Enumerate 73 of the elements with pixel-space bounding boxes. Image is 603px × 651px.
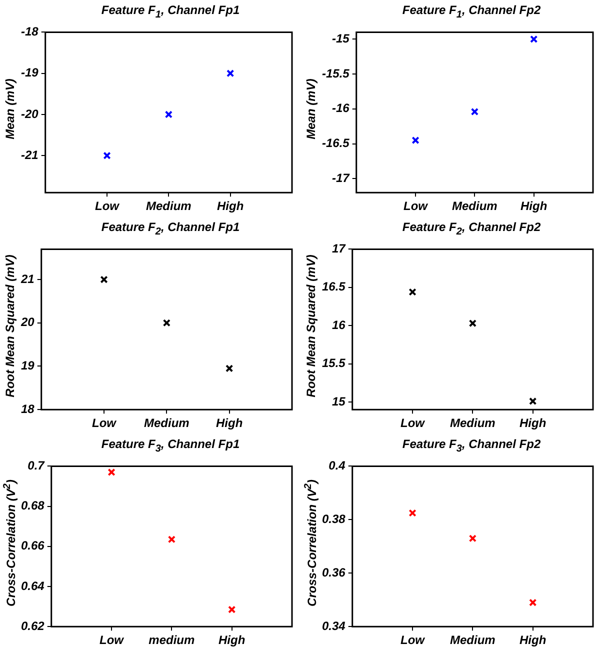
- y-tick-label: -20: [21, 106, 39, 121]
- y-axis-title: Mean (mV): [304, 78, 318, 140]
- x-tick-label: High: [520, 416, 546, 430]
- y-tick-label: -18: [21, 24, 39, 39]
- x-tick-label: High: [218, 633, 246, 648]
- y-tick-label: 17: [332, 242, 347, 256]
- x-tick-label: High: [217, 199, 244, 214]
- point: [108, 468, 116, 476]
- point: [103, 152, 111, 160]
- point: [100, 276, 108, 284]
- x-tick-label: Medium: [450, 416, 496, 430]
- y-tick-label: 0.68: [20, 498, 45, 513]
- x-tick-label: Medium: [450, 633, 496, 648]
- x-tick-label: Low: [404, 199, 428, 214]
- point: [168, 536, 176, 544]
- point: [226, 70, 234, 78]
- chart-title: Feature F$_{3}$, Channel Fp2: [401, 436, 542, 456]
- point: [468, 319, 477, 328]
- y-axis-title: Root Mean Squared (mV): [3, 254, 17, 398]
- y-tick-label: 0.64: [20, 578, 45, 593]
- y-tick-label: -21: [21, 148, 39, 162]
- point: [529, 598, 537, 606]
- x-tick-label: Low: [400, 633, 426, 648]
- point: [412, 136, 420, 144]
- x-tick-label: Low: [92, 416, 117, 430]
- point: [164, 110, 172, 118]
- y-axis-title: Mean (mV): [3, 78, 17, 140]
- x-tick-label: High: [216, 416, 243, 430]
- x-tick-label: Low: [400, 416, 426, 430]
- point: [468, 534, 477, 542]
- y-tick-label: 19: [20, 358, 35, 373]
- x-tick-label: Medium: [452, 199, 498, 214]
- x-tick-label: High: [520, 199, 548, 214]
- point: [470, 108, 479, 116]
- y-tick-label: -17: [332, 170, 351, 185]
- y-tick-label: 0.4: [328, 458, 346, 473]
- y-tick-label: 0.66: [20, 538, 45, 553]
- x-tick-label: Low: [100, 633, 124, 648]
- chart-title: Feature F$_{1}$, Channel Fp1: [100, 2, 241, 22]
- y-tick-label: -15: [332, 31, 350, 46]
- y-tick-label: 15: [332, 394, 346, 408]
- point: [408, 288, 416, 296]
- y-tick-label: 0.36: [322, 565, 346, 580]
- y-tick-label: 20: [20, 315, 35, 330]
- point: [162, 319, 171, 327]
- point: [226, 364, 234, 372]
- y-tick-label: 0.34: [322, 618, 346, 633]
- y-tick-label: 18: [20, 402, 35, 416]
- y-tick-label: -16: [332, 101, 350, 116]
- chart-title: Feature F$_{2}$, Channel Fp1: [100, 219, 241, 239]
- y-tick-label: -19: [21, 66, 39, 80]
- y-axis-title: Root Mean Squared (mV): [304, 254, 318, 398]
- y-tick-label: 21: [20, 272, 35, 286]
- y-tick-label: 0.62: [20, 618, 45, 633]
- point: [530, 35, 538, 44]
- x-tick-label: Low: [95, 199, 120, 214]
- y-tick-label: 15.5: [322, 356, 346, 370]
- point: [408, 509, 416, 517]
- y-tick-label: 0.7: [28, 458, 46, 473]
- y-tick-label: -15.5: [322, 66, 350, 80]
- chart-title: Feature F$_{2}$, Channel Fp2: [401, 219, 542, 239]
- chart-title: Feature F$_{1}$, Channel Fp2: [401, 2, 542, 22]
- y-tick-label: 0.38: [322, 512, 346, 526]
- x-tick-label: High: [520, 633, 546, 648]
- y-tick-label: 16.5: [322, 280, 346, 294]
- chart-title: Feature F$_{3}$, Channel Fp1: [100, 436, 241, 456]
- y-tick-label: -16.5: [322, 136, 350, 150]
- x-tick-label: Medium: [146, 199, 192, 214]
- point: [228, 606, 236, 614]
- x-tick-label: medium: [148, 633, 196, 648]
- y-tick-label: 16: [332, 318, 346, 332]
- x-tick-label: Medium: [144, 416, 190, 430]
- point: [529, 397, 537, 406]
